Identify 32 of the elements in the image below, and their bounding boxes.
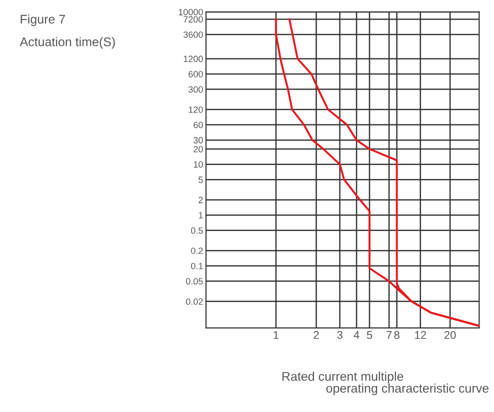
- x-tick-label: 4: [354, 331, 360, 339]
- x-tick-label: 8: [394, 331, 400, 339]
- y-tick-label: 0.1: [191, 262, 203, 270]
- x-tick-label: 2: [314, 331, 319, 339]
- y-tick-label: 1200: [184, 56, 203, 62]
- y-tick-label: 0.2: [191, 248, 203, 254]
- y-tick-label: 1: [198, 212, 203, 218]
- x-axis-title: Rated current multiple: [282, 372, 404, 384]
- y-tick-label: 3600: [183, 31, 203, 38]
- x-tick-label: 7: [386, 331, 392, 339]
- y-tick-label: 7200: [184, 16, 203, 23]
- x-tick-label: 20: [444, 331, 456, 339]
- y-tick-label: 0.05: [186, 278, 203, 285]
- y-tick-label: 5: [198, 176, 203, 183]
- y-tick-label: 30: [194, 137, 203, 144]
- x-tick-label: 12: [415, 331, 426, 339]
- y-tick-label: 20: [194, 146, 203, 152]
- y-tick-label: 10000: [178, 8, 203, 16]
- y-tick-label: 120: [188, 106, 203, 113]
- y-tick-label: 10: [194, 161, 203, 168]
- text: operating characteristic curve: [326, 384, 489, 396]
- x-tick-label: 3: [337, 331, 342, 339]
- text: Actuation time(S): [20, 37, 115, 49]
- y-tick-label: 600: [188, 70, 203, 78]
- y-tick-label: 60: [194, 122, 203, 128]
- y-tick-label: 2: [198, 196, 203, 204]
- x-tick-label: 1: [274, 331, 279, 339]
- y-tick-label: 300: [188, 86, 203, 93]
- y-tick-label: 0.02: [186, 298, 203, 305]
- y-tick-label: 0.5: [191, 227, 203, 234]
- text: Figure 7: [20, 14, 65, 26]
- x-tick-label: 5: [366, 331, 372, 339]
